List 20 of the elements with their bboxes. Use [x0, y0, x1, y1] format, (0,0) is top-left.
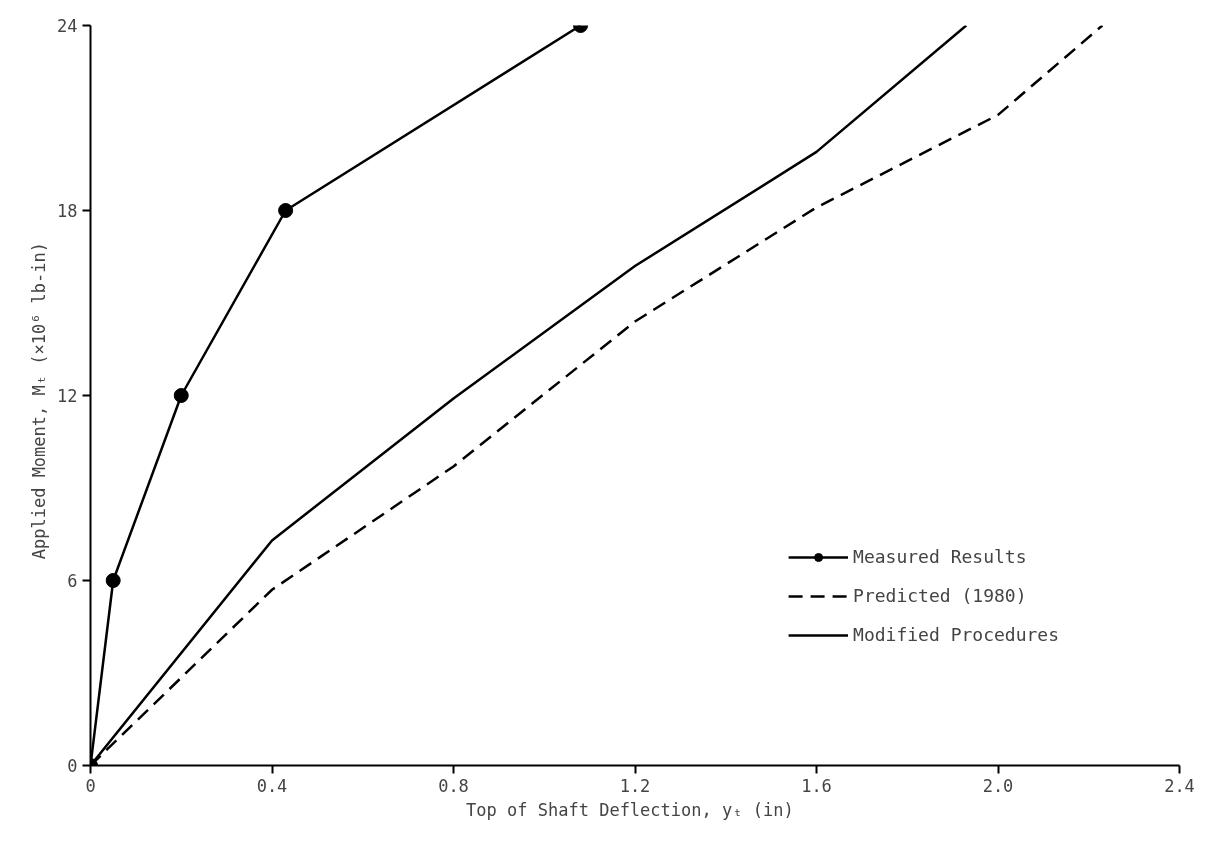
legend-label: Predicted (1980): [853, 585, 1027, 606]
x-tick-label: 0.8: [438, 775, 469, 796]
point: [173, 388, 189, 403]
legend-label: Modified Procedures: [853, 624, 1059, 645]
y-axis-title: Applied Moment, Mₜ (×10⁶ lb-in): [29, 241, 50, 560]
x-tick-label: 0.4: [256, 775, 288, 796]
point: [278, 203, 294, 218]
x-tick-label: 2.4: [1164, 775, 1195, 796]
y-tick-label: 24: [57, 16, 78, 36]
y-tick-label: 18: [57, 201, 78, 221]
y-tick-label: 12: [57, 386, 78, 406]
x-tick-label: 1.2: [619, 775, 651, 796]
x-tick-label: 1.6: [801, 775, 832, 796]
y-tick-label: 0: [67, 756, 78, 776]
x-tick-label: 2.0: [982, 775, 1014, 796]
y-tick-label: 6: [67, 571, 78, 591]
point: [105, 573, 121, 588]
legend-label: Measured Results: [853, 546, 1027, 567]
x-axis-title: Top of Shaft Deflection, yₜ (in): [466, 799, 794, 820]
x-tick-label: 0: [85, 775, 96, 796]
